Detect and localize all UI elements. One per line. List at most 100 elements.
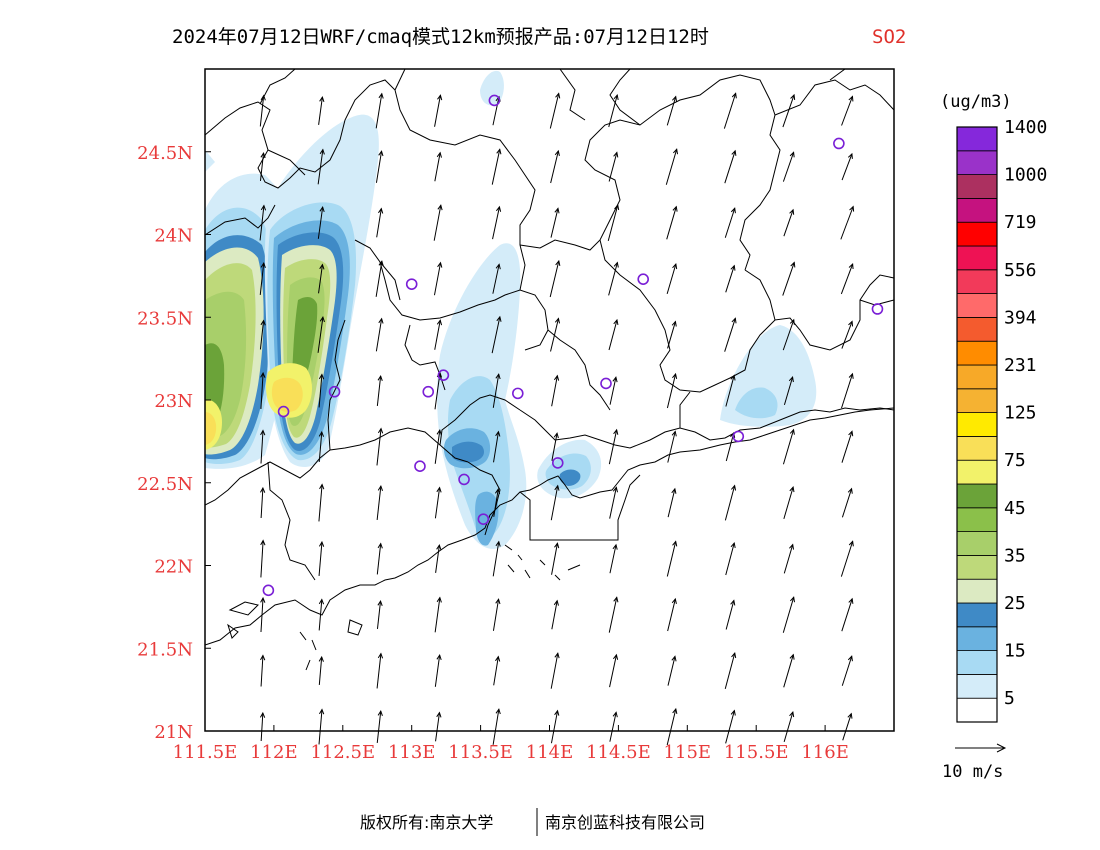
wind-arrowhead [260, 151, 266, 158]
station-marker [277, 405, 290, 418]
wind-arrowhead [495, 598, 501, 605]
wind-arrow [259, 320, 265, 350]
wind-arrow [492, 374, 500, 408]
wind-arrowhead [554, 484, 560, 491]
wind-arrowhead [436, 429, 442, 436]
wind-arrow [318, 484, 323, 522]
wind-arrow [608, 429, 618, 465]
wind-arrowhead [496, 148, 502, 155]
variable-name: SO2 [872, 26, 906, 48]
colorbar-swatch [956, 459, 998, 485]
colorbar-swatch [956, 507, 998, 532]
wind-arrow [375, 261, 383, 297]
y-tick-label: 22N [154, 557, 193, 578]
colorbar-label: 719 [1004, 212, 1037, 233]
wind-arrowhead [495, 708, 501, 715]
wind-arrowhead [789, 208, 795, 215]
wind-arrowhead [436, 654, 442, 661]
colorbar-label: 75 [1004, 450, 1026, 471]
wind-arrow [318, 432, 323, 462]
station-marker [871, 303, 884, 315]
wind-arrow [376, 711, 382, 743]
wind-arrowhead [789, 596, 796, 603]
wind-arrow [609, 544, 617, 574]
copyright-owner: 版权所有:南京大学 [360, 813, 493, 832]
wind-arrowhead [555, 92, 561, 99]
wind-arrowhead [319, 95, 325, 103]
wind-arrowhead [319, 206, 325, 213]
wind-arrow [782, 429, 795, 465]
colorbar-swatch [956, 293, 998, 318]
y-axis: 21N 21.5N 22N 22.5N 23N 23.5N 24N 24.5N [137, 143, 211, 743]
wind-arrowhead [789, 151, 795, 158]
wind-arrow [841, 656, 853, 686]
wind-arrowhead [260, 486, 266, 493]
wind-arrow [551, 600, 558, 630]
wind-arrow [491, 149, 501, 185]
wind-arrow [260, 487, 264, 519]
wind-arrowhead [377, 542, 383, 549]
wind-arrow [782, 597, 795, 633]
wind-arrow [783, 209, 794, 237]
wind-arrow [317, 317, 324, 353]
wind-arrowhead [495, 205, 502, 212]
wind-arrowhead [672, 372, 678, 379]
station-marker [637, 273, 650, 285]
wind-arrow [433, 262, 442, 296]
wind-arrow [551, 543, 558, 575]
wind-arrowhead [790, 261, 796, 268]
wind-arrow [666, 96, 677, 126]
wind-arrow [841, 153, 853, 181]
wind-arrow [550, 710, 559, 744]
wind-arrowhead [848, 597, 854, 604]
wind-arrow [667, 431, 676, 463]
x-tick-label: 113E [388, 742, 436, 763]
wind-arrowhead [436, 596, 442, 603]
wind-arrowhead [612, 376, 618, 383]
colorbar-swatch [956, 626, 998, 651]
wind-arrowhead [495, 430, 501, 437]
station-marker [422, 385, 435, 398]
colorbar-label: 125 [1004, 403, 1037, 424]
colorbar-unit: (ug/m3) [940, 92, 1012, 112]
wind-arrowhead [613, 93, 619, 101]
wind-reference-label: 10 m/s [942, 762, 1003, 782]
wind-arrow [724, 485, 736, 521]
wind-arrow [666, 373, 677, 409]
wind-arrow [725, 710, 735, 744]
wind-arrowhead [671, 597, 677, 604]
wind-arrowhead [495, 373, 501, 380]
wind-arrowhead [613, 261, 619, 268]
x-tick-label: 113.5E [448, 742, 513, 763]
wind-arrow [782, 262, 795, 296]
x-tick-label: 111.5E [173, 742, 238, 763]
wind-arrowhead [260, 204, 267, 211]
wind-arrow [376, 543, 382, 575]
station-marker [458, 473, 470, 486]
wind-arrowhead [613, 596, 619, 603]
wind-arrow [260, 540, 264, 578]
wind-arrow [725, 432, 735, 462]
wind-arrow [665, 149, 678, 185]
wind-arrow [841, 431, 853, 463]
wind-arrowhead [613, 318, 619, 326]
wind-arrowhead [260, 94, 266, 101]
wind-arrow [666, 708, 677, 746]
x-tick-label: 115.5E [724, 742, 789, 763]
wind-arrowhead [494, 488, 501, 495]
wind-arrowhead [731, 317, 737, 324]
wind-arrowhead [730, 484, 737, 491]
wind-arrowhead [495, 655, 501, 662]
wind-arrow [260, 598, 264, 632]
wind-arrowhead [437, 261, 443, 268]
wind-arrow [841, 96, 853, 126]
wind-arrow [609, 712, 617, 742]
wind-arrow [318, 374, 323, 408]
wind-arrow [840, 263, 854, 295]
station-marker [414, 460, 426, 473]
wind-arrow [434, 320, 441, 350]
station-marker [477, 513, 490, 525]
wind-arrow [434, 655, 441, 687]
wind-arrow [724, 208, 736, 238]
wind-arrow [492, 96, 500, 126]
